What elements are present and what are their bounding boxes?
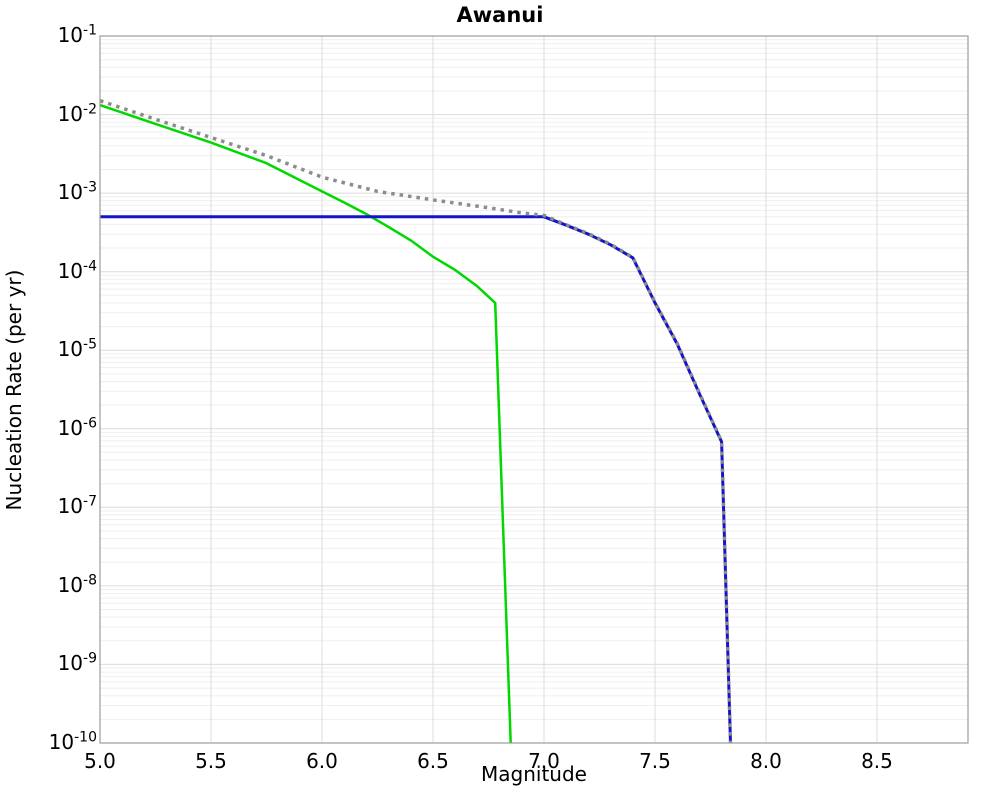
y-tick-label: 10-3 — [57, 179, 97, 205]
x-tick-label: 6.5 — [417, 749, 449, 773]
x-tick-label: 8.5 — [861, 749, 893, 773]
y-tick-label: 10-8 — [57, 572, 97, 597]
y-tick-label: 10-9 — [57, 650, 97, 676]
x-tick-label: 5.5 — [195, 749, 227, 773]
plot-frame — [99, 35, 969, 744]
x-tick-label: 8.0 — [750, 749, 782, 773]
y-tick-label: 10-2 — [57, 101, 97, 126]
y-tick-label: 10-6 — [57, 415, 97, 440]
chart-title: Awanui — [456, 3, 544, 27]
x-tick-label: 5.0 — [84, 749, 116, 773]
y-tick-label: 10-7 — [57, 493, 97, 519]
x-tick-label: 7.0 — [528, 749, 560, 773]
x-axis-title: Magnitude — [481, 762, 587, 786]
y-tick-label: 10-5 — [57, 336, 97, 362]
green-solid-line — [99, 103, 512, 744]
x-tick-label: 6.0 — [306, 749, 338, 773]
y-tick-label: 10-10 — [48, 729, 97, 755]
y-tick-label: 10-4 — [57, 258, 97, 283]
gray-dotted-line — [99, 99, 733, 744]
y-tick-label: 10-1 — [57, 22, 97, 48]
x-tick-label: 7.5 — [639, 749, 671, 773]
